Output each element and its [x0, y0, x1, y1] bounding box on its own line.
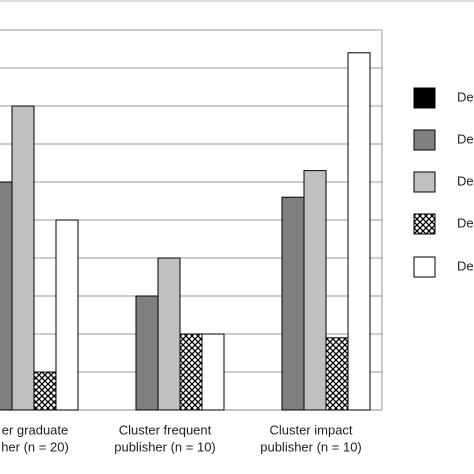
legend-label: Dec [457, 173, 474, 188]
legend-swatch [413, 87, 436, 109]
bar [347, 52, 371, 411]
legend-label: Dec [457, 89, 474, 104]
x-tick-label: er graduate [2, 422, 69, 437]
bar [201, 333, 225, 411]
bar [55, 219, 79, 411]
legend-label: Dec [457, 131, 474, 146]
legend-swatch [413, 213, 436, 235]
legend-label: Dec [457, 258, 474, 273]
bar [157, 257, 181, 411]
bar [0, 181, 13, 411]
x-tick-label: Cluster frequent [119, 422, 212, 437]
x-tick-label: publisher (n = 10) [260, 439, 362, 454]
legend-swatch [413, 129, 436, 151]
bar [281, 196, 305, 411]
bar [325, 337, 349, 411]
legend-swatch [413, 256, 436, 278]
legend-label: Dec [457, 215, 474, 230]
x-tick-label: publisher (n = 10) [114, 439, 216, 454]
bar [11, 105, 35, 411]
x-tick-label: Cluster impact [269, 422, 352, 437]
bar [135, 295, 159, 411]
bar [303, 170, 327, 411]
legend-swatch [413, 171, 436, 193]
x-tick-label: her (n = 20) [1, 439, 69, 454]
bar [33, 371, 57, 411]
bar [179, 333, 203, 411]
